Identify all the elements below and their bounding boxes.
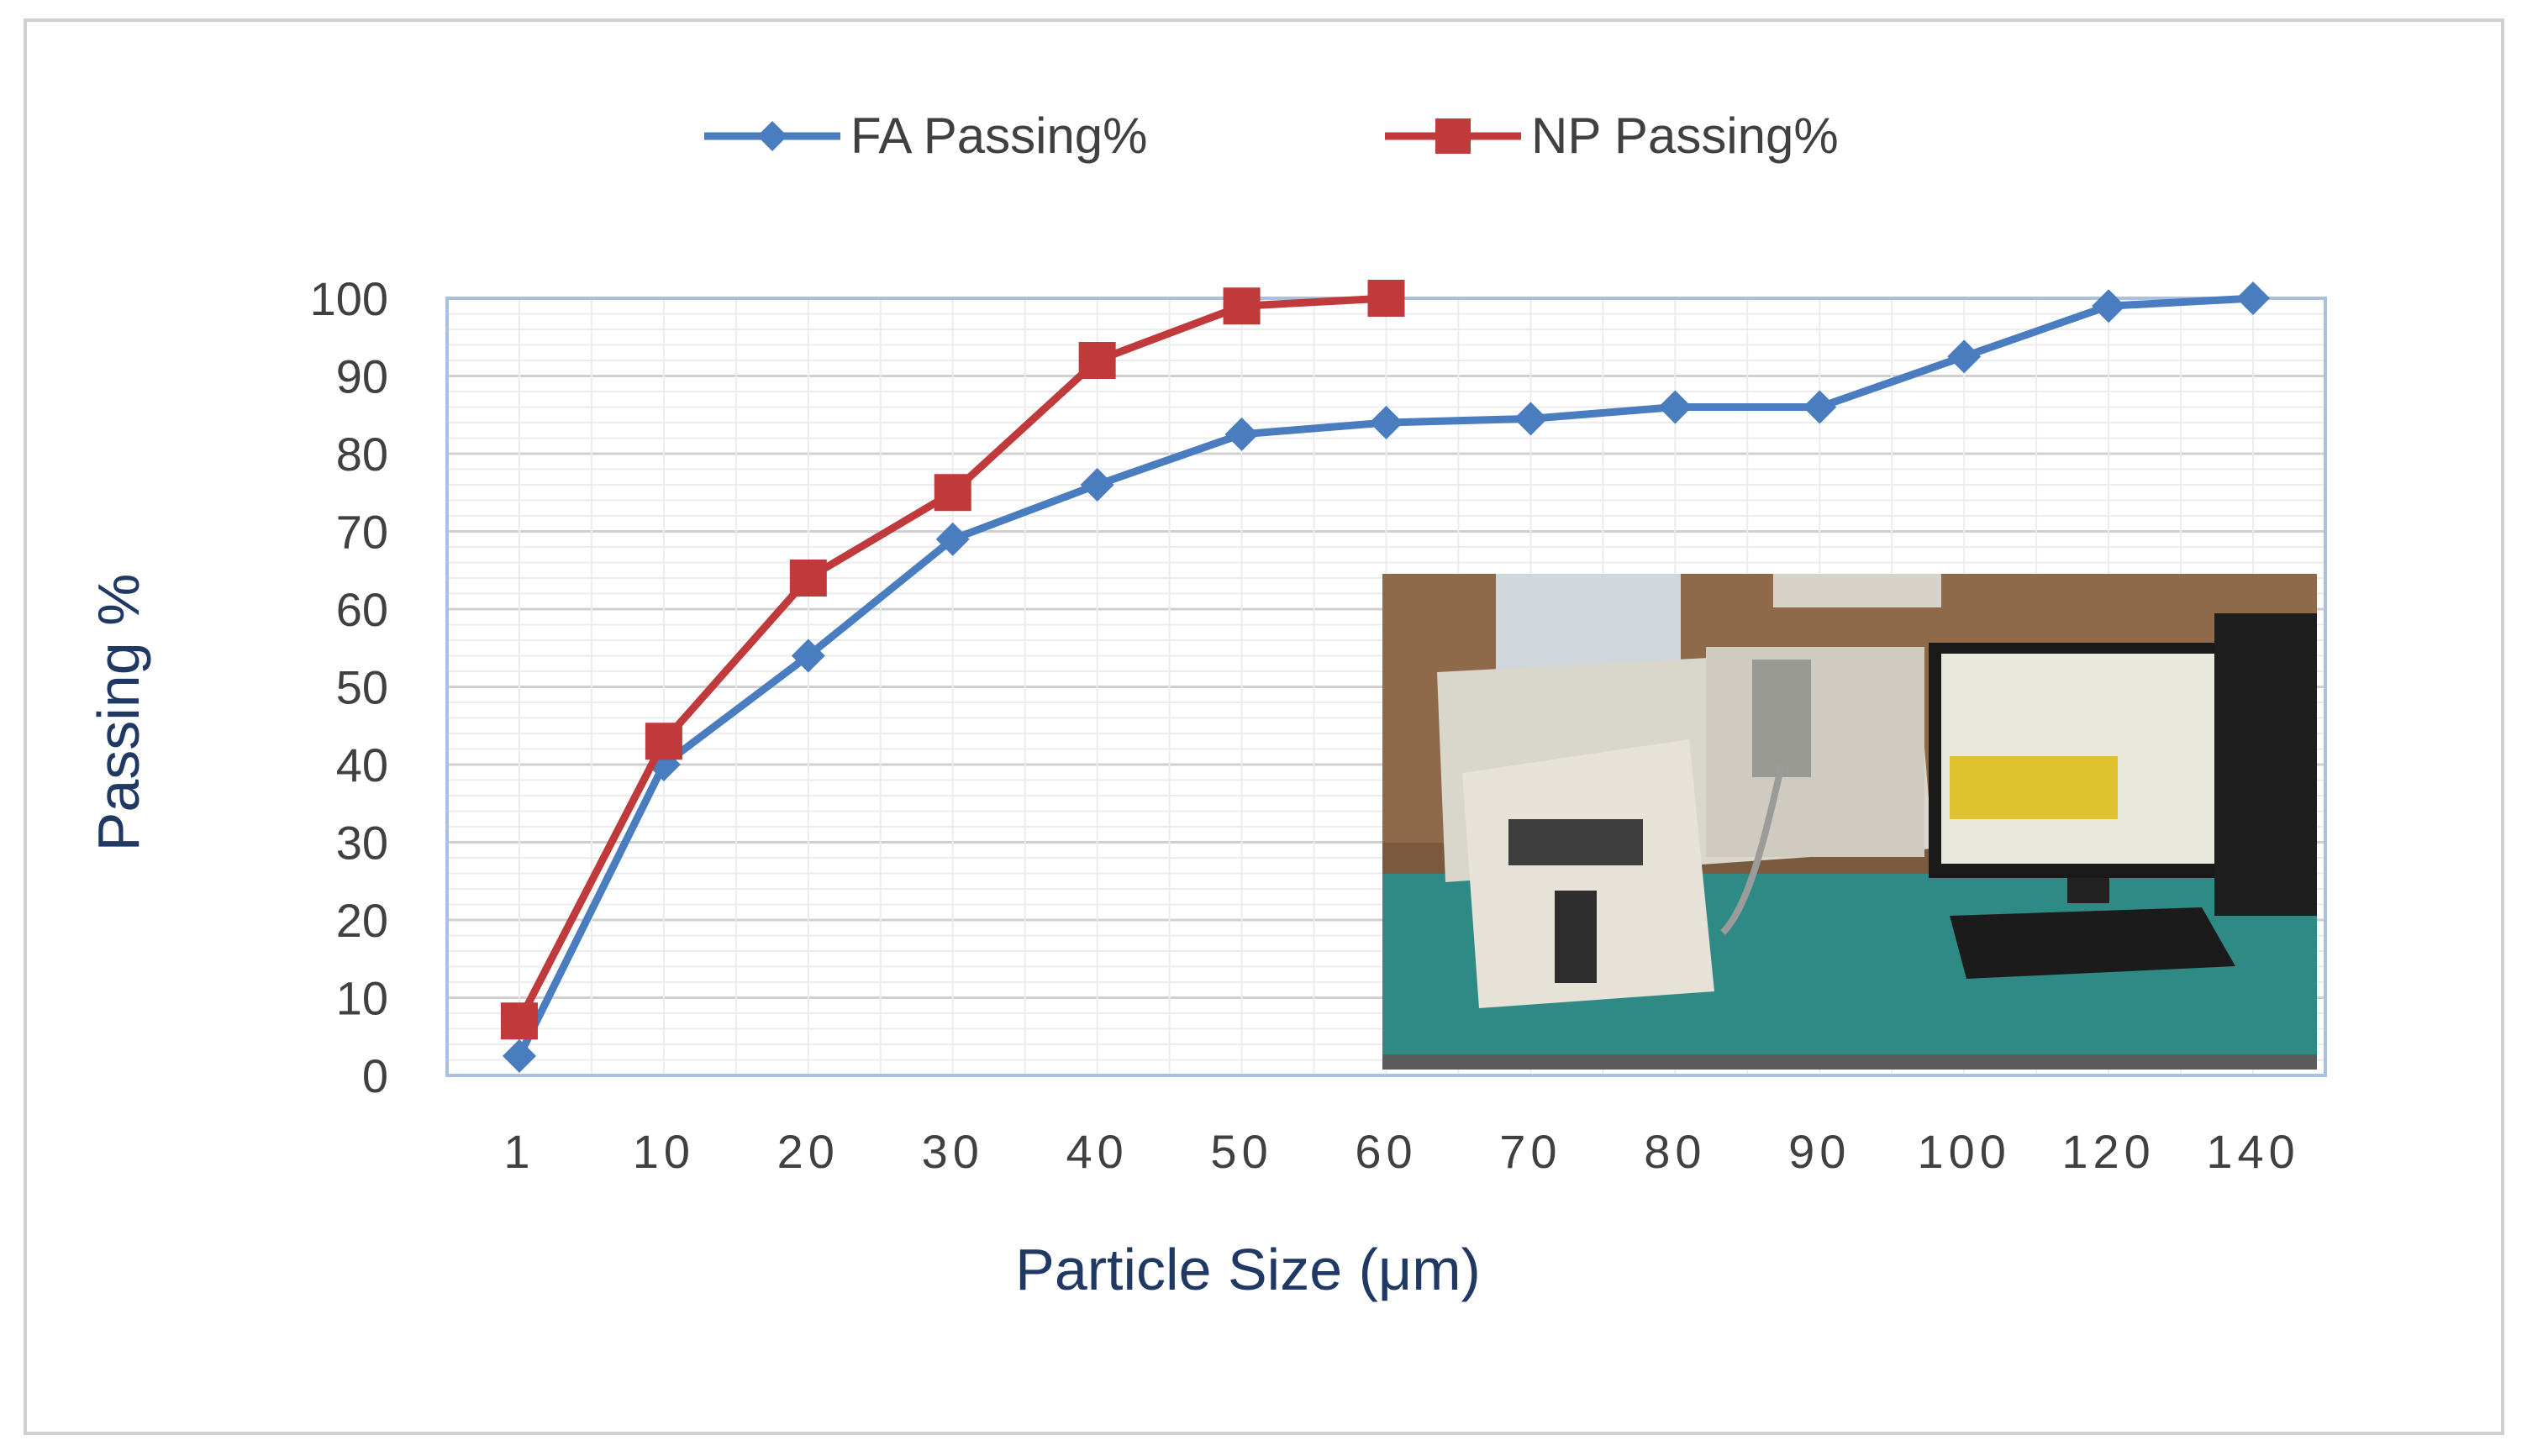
data-point-fa [935, 522, 970, 556]
data-point-fa [2236, 281, 2271, 315]
data-point-fa [1369, 406, 1403, 439]
data-point-fa [791, 639, 825, 673]
data-point-np [789, 560, 827, 597]
legend: FA Passing% NP Passing% [704, 108, 1839, 164]
data-point-fa [1803, 390, 1837, 424]
y-tick-label: 50 [336, 661, 388, 714]
data-point-fa [1080, 468, 1114, 502]
data-point-np [1367, 280, 1405, 317]
y-axis-title: Passing % [86, 574, 151, 852]
data-point-np [934, 474, 971, 512]
x-tick-label: 70 [1499, 1125, 1561, 1178]
data-point-np [1078, 342, 1116, 379]
x-tick-label: 30 [922, 1125, 984, 1178]
x-tick-label: 10 [633, 1125, 695, 1178]
y-tick-label: 30 [336, 817, 388, 870]
y-tick-label: 10 [336, 972, 388, 1025]
y-tick-label: 80 [336, 428, 388, 481]
series-group [500, 280, 2271, 1073]
legend-np-label: NP Passing% [1531, 108, 1839, 164]
x-tick-label: 120 [2061, 1125, 2155, 1178]
legend-fa-marker [757, 121, 787, 151]
y-tick-labels: 0 10 20 30 40 50 60 70 80 90 100 [310, 272, 388, 1102]
x-tick-labels: 1 10 20 30 40 50 60 70 80 90 100 120 140 [503, 1125, 2299, 1178]
y-tick-label: 90 [336, 350, 388, 403]
x-tick-label: 20 [777, 1125, 840, 1178]
legend-np-marker [1435, 118, 1471, 154]
y-tick-label: 100 [310, 272, 388, 325]
y-tick-label: 60 [336, 583, 388, 636]
data-point-np [1223, 287, 1261, 325]
y-tick-label: 20 [336, 894, 388, 947]
x-tick-label: 40 [1066, 1125, 1129, 1178]
legend-fa-label: FA Passing% [850, 108, 1148, 164]
x-tick-label: 140 [2206, 1125, 2299, 1178]
y-tick-label: 40 [336, 739, 388, 791]
data-point-fa [1658, 390, 1693, 424]
y-tick-label: 70 [336, 506, 388, 559]
data-point-fa [1947, 339, 1982, 374]
y-tick-label: 0 [362, 1049, 388, 1102]
x-axis-title: Particle Size (μm) [1015, 1237, 1481, 1302]
x-tick-label: 100 [1917, 1125, 2010, 1178]
data-point-np [500, 1002, 538, 1040]
data-point-np [645, 723, 682, 760]
x-tick-label: 80 [1644, 1125, 1706, 1178]
x-tick-label: 60 [1355, 1125, 1417, 1178]
x-tick-label: 50 [1210, 1125, 1272, 1178]
x-tick-label: 90 [1788, 1125, 1851, 1178]
data-point-fa [502, 1038, 536, 1073]
data-point-fa [1224, 417, 1259, 451]
particle-size-analyzer-photo [1382, 574, 2317, 1070]
data-point-fa [2092, 289, 2126, 323]
data-point-fa [1514, 402, 1548, 436]
x-tick-label: 1 [503, 1125, 534, 1178]
